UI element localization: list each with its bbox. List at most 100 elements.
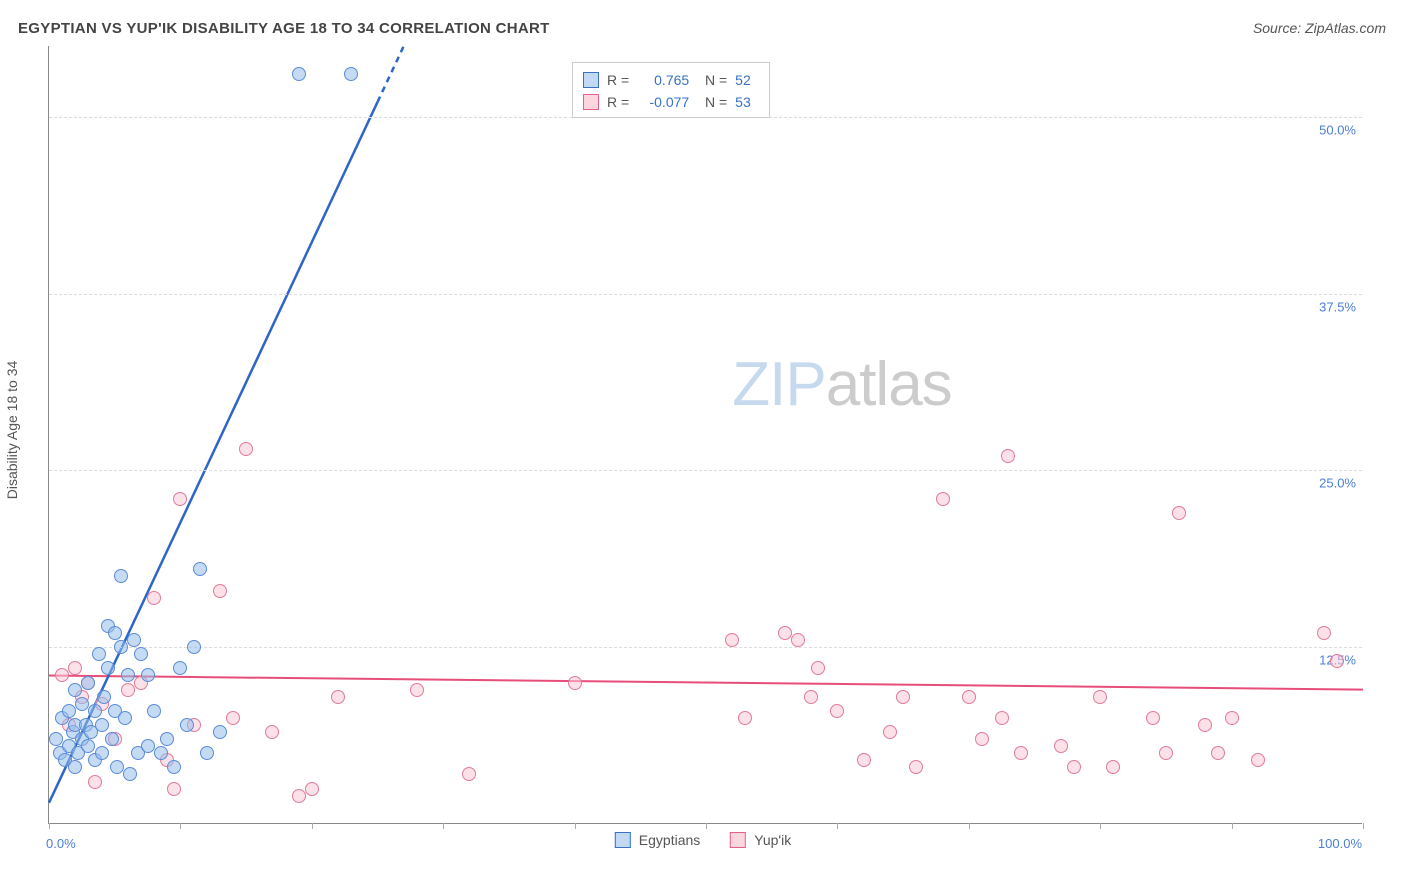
data-point-yupik — [811, 661, 825, 675]
data-point-egyptians — [114, 569, 128, 583]
data-point-egyptians — [200, 746, 214, 760]
data-point-egyptians — [167, 760, 181, 774]
data-point-egyptians — [160, 732, 174, 746]
data-point-yupik — [292, 789, 306, 803]
data-point-yupik — [995, 711, 1009, 725]
gridline — [49, 294, 1362, 295]
data-point-yupik — [213, 584, 227, 598]
x-axis-max-label: 100.0% — [1318, 836, 1362, 851]
data-point-yupik — [462, 767, 476, 781]
data-point-egyptians — [141, 668, 155, 682]
label-n: N = — [697, 69, 727, 91]
data-point-yupik — [1146, 711, 1160, 725]
label-n: N = — [697, 91, 727, 113]
data-point-egyptians — [81, 739, 95, 753]
data-point-egyptians — [95, 718, 109, 732]
data-point-yupik — [121, 683, 135, 697]
n-value-egyptians: 52 — [735, 69, 759, 91]
data-point-yupik — [738, 711, 752, 725]
data-point-egyptians — [193, 562, 207, 576]
stats-row-yupik: R = -0.077 N = 53 — [583, 91, 759, 113]
x-tick — [49, 823, 50, 829]
x-tick — [1232, 823, 1233, 829]
data-point-yupik — [975, 732, 989, 746]
x-tick — [180, 823, 181, 829]
data-point-egyptians — [292, 67, 306, 81]
data-point-yupik — [147, 591, 161, 605]
y-tick-label: 25.0% — [1319, 476, 1356, 491]
legend-label-yupik: Yup'ik — [754, 832, 791, 848]
label-r: R = — [607, 69, 629, 91]
data-point-yupik — [55, 668, 69, 682]
data-point-yupik — [1067, 760, 1081, 774]
data-point-egyptians — [121, 668, 135, 682]
data-point-egyptians — [68, 683, 82, 697]
x-tick — [1100, 823, 1101, 829]
data-point-egyptians — [81, 676, 95, 690]
data-point-yupik — [1198, 718, 1212, 732]
data-point-yupik — [265, 725, 279, 739]
trend-lines-layer — [49, 46, 1363, 824]
data-point-egyptians — [108, 626, 122, 640]
data-point-yupik — [1172, 506, 1186, 520]
swatch-yupik — [730, 832, 746, 848]
data-point-yupik — [1159, 746, 1173, 760]
data-point-yupik — [305, 782, 319, 796]
data-point-yupik — [239, 442, 253, 456]
stats-row-egyptians: R = 0.765 N = 52 — [583, 69, 759, 91]
swatch-yupik — [583, 94, 599, 110]
swatch-egyptians — [583, 72, 599, 88]
data-point-egyptians — [141, 739, 155, 753]
data-point-egyptians — [62, 704, 76, 718]
y-tick-label: 37.5% — [1319, 299, 1356, 314]
data-point-yupik — [1106, 760, 1120, 774]
y-tick-label: 50.0% — [1319, 122, 1356, 137]
data-point-yupik — [778, 626, 792, 640]
data-point-egyptians — [187, 640, 201, 654]
gridline — [49, 647, 1362, 648]
data-point-yupik — [1251, 753, 1265, 767]
x-tick — [443, 823, 444, 829]
data-point-egyptians — [213, 725, 227, 739]
correlation-stats-box: R = 0.765 N = 52 R = -0.077 N = 53 — [572, 62, 770, 118]
data-point-egyptians — [75, 697, 89, 711]
data-point-egyptians — [114, 640, 128, 654]
legend-label-egyptians: Egyptians — [639, 832, 700, 848]
x-tick — [575, 823, 576, 829]
y-axis-label: Disability Age 18 to 34 — [4, 361, 20, 500]
data-point-yupik — [1014, 746, 1028, 760]
data-point-yupik — [88, 775, 102, 789]
legend-item-egyptians: Egyptians — [615, 832, 700, 848]
data-point-yupik — [167, 782, 181, 796]
data-point-egyptians — [147, 704, 161, 718]
data-point-yupik — [1093, 690, 1107, 704]
r-value-egyptians: 0.765 — [637, 69, 689, 91]
x-tick — [837, 823, 838, 829]
data-point-yupik — [936, 492, 950, 506]
data-point-yupik — [173, 492, 187, 506]
data-point-egyptians — [154, 746, 168, 760]
legend-item-yupik: Yup'ik — [730, 832, 791, 848]
source-attribution: Source: ZipAtlas.com — [1253, 20, 1386, 36]
data-point-egyptians — [88, 704, 102, 718]
data-point-egyptians — [180, 718, 194, 732]
data-point-egyptians — [110, 760, 124, 774]
data-point-egyptians — [97, 690, 111, 704]
data-point-yupik — [909, 760, 923, 774]
r-value-yupik: -0.077 — [637, 91, 689, 113]
n-value-yupik: 53 — [735, 91, 759, 113]
data-point-yupik — [1330, 654, 1344, 668]
data-point-yupik — [1211, 746, 1225, 760]
data-point-egyptians — [49, 732, 63, 746]
data-point-yupik — [857, 753, 871, 767]
data-point-egyptians — [123, 767, 137, 781]
x-axis-min-label: 0.0% — [46, 836, 76, 851]
label-r: R = — [607, 91, 629, 113]
x-tick — [312, 823, 313, 829]
data-point-yupik — [1317, 626, 1331, 640]
data-point-yupik — [896, 690, 910, 704]
chart-title: EGYPTIAN VS YUP'IK DISABILITY AGE 18 TO … — [18, 20, 550, 37]
data-point-yupik — [410, 683, 424, 697]
x-tick — [706, 823, 707, 829]
scatter-plot-area: 12.5%25.0%37.5%50.0%ZIPatlas — [48, 46, 1362, 824]
